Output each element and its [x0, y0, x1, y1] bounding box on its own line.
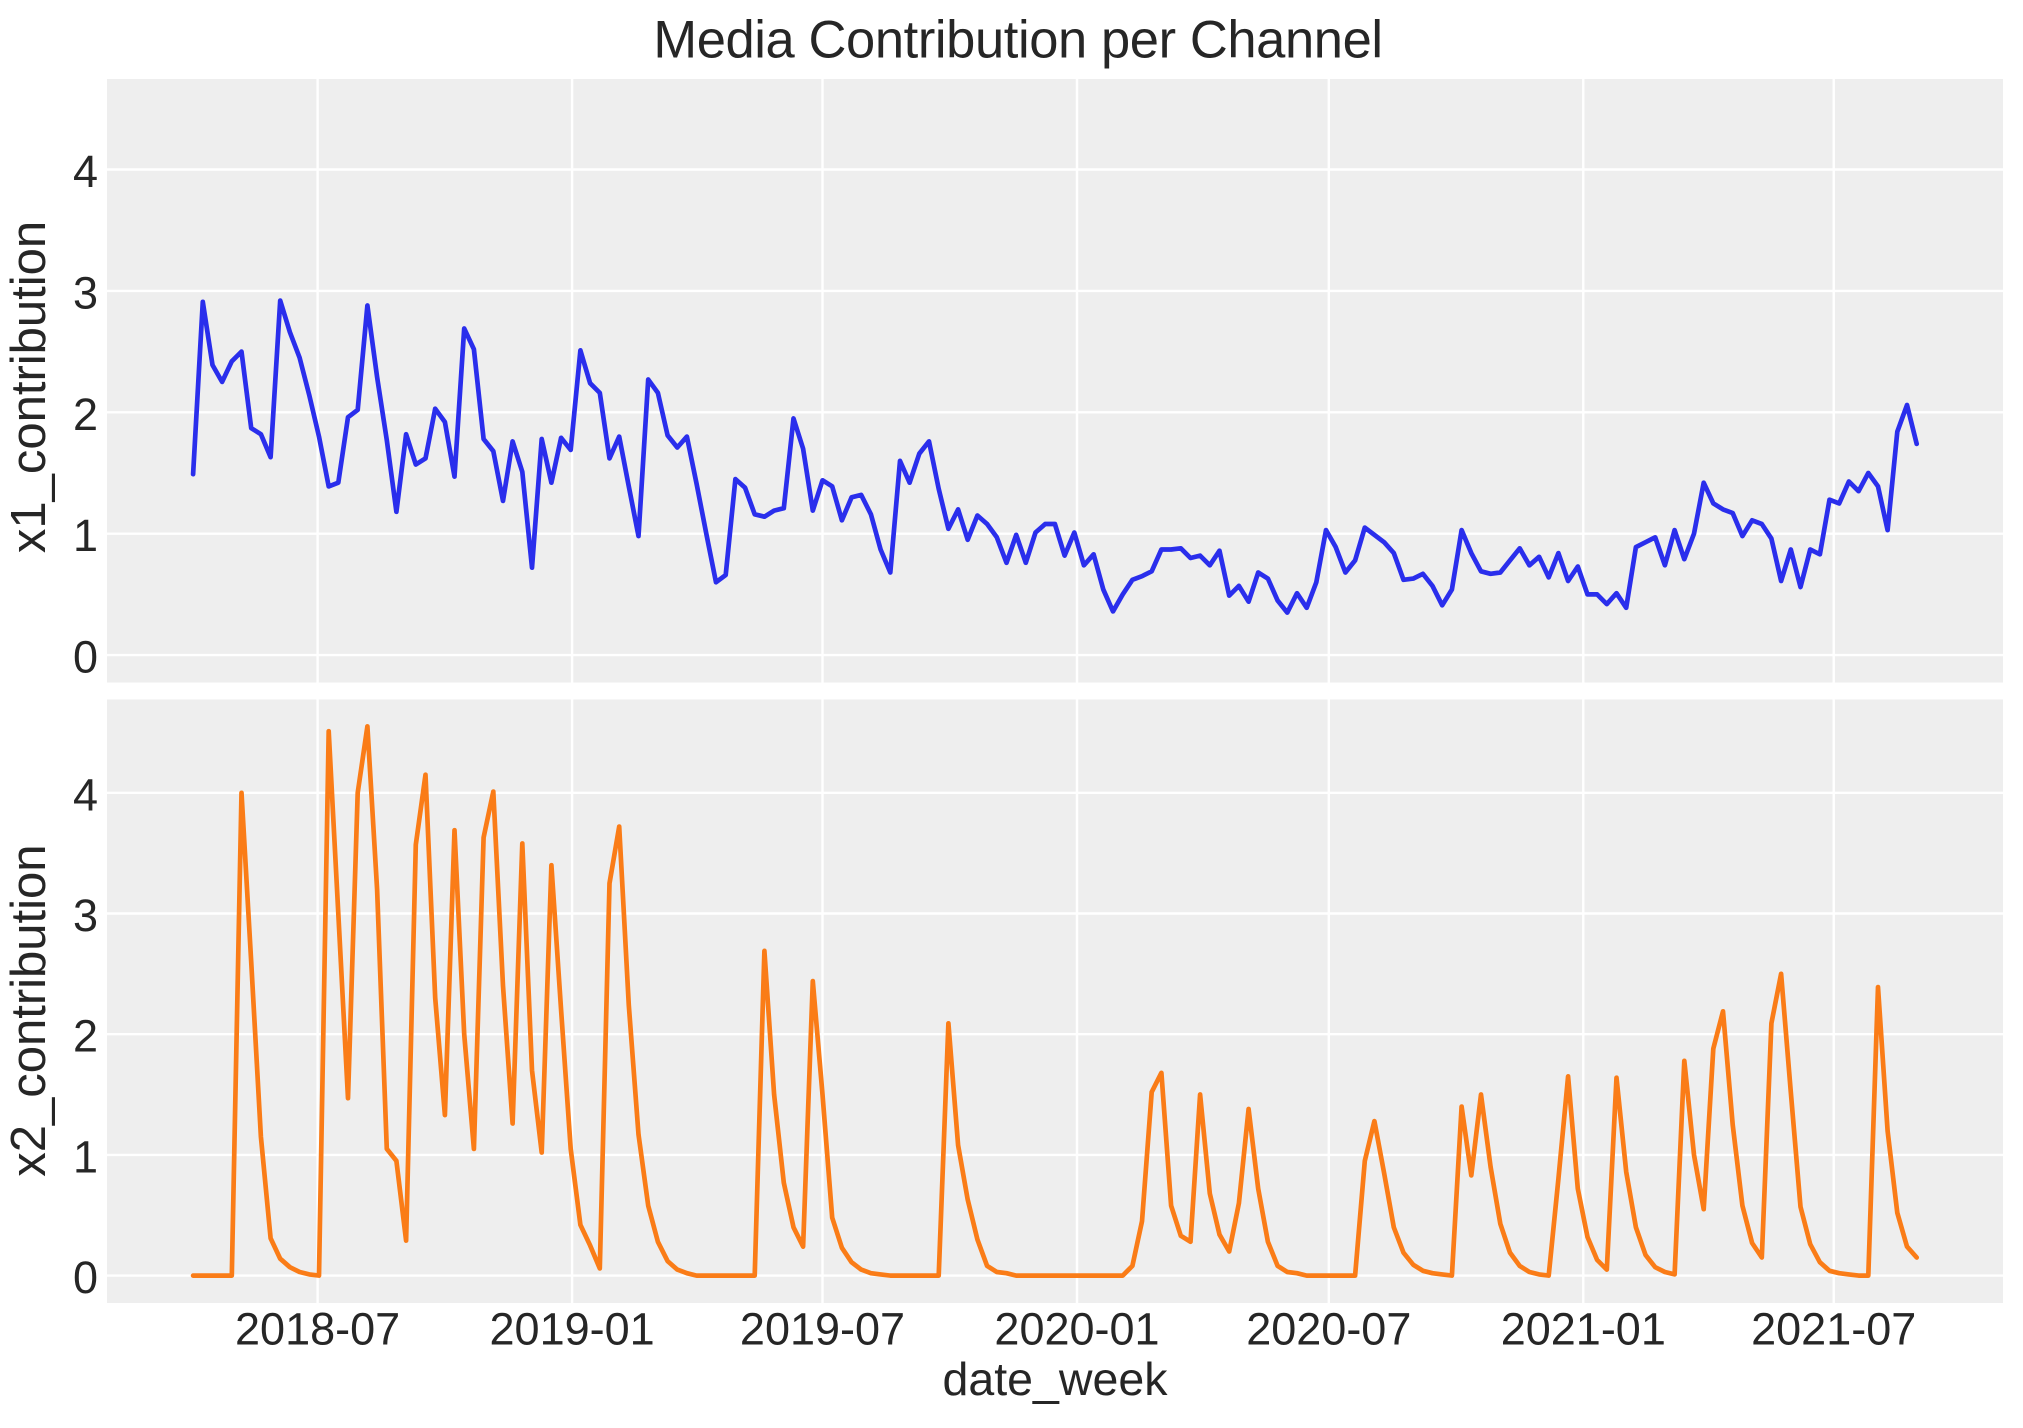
svg-text:2: 2 [73, 1011, 98, 1062]
svg-text:2019-01: 2019-01 [490, 1303, 655, 1354]
svg-text:1: 1 [73, 510, 98, 561]
svg-text:x1_contribution: x1_contribution [2, 221, 56, 553]
svg-text:2019-07: 2019-07 [740, 1303, 905, 1354]
svg-text:1: 1 [73, 1131, 98, 1182]
svg-text:2021-07: 2021-07 [1751, 1303, 1916, 1354]
svg-text:2018-07: 2018-07 [235, 1303, 400, 1354]
svg-text:0: 0 [73, 632, 98, 683]
svg-text:4: 4 [73, 146, 98, 197]
svg-text:3: 3 [73, 890, 98, 941]
svg-text:date_week: date_week [943, 1353, 1169, 1405]
svg-text:Media Contribution per Channel: Media Contribution per Channel [653, 10, 1382, 69]
svg-text:0: 0 [73, 1252, 98, 1303]
svg-text:x2_contribution: x2_contribution [2, 844, 56, 1176]
svg-text:4: 4 [73, 769, 98, 820]
svg-text:2: 2 [73, 389, 98, 440]
svg-text:2021-01: 2021-01 [1501, 1303, 1666, 1354]
svg-text:2020-07: 2020-07 [1246, 1303, 1411, 1354]
svg-text:2020-01: 2020-01 [994, 1303, 1159, 1354]
svg-text:3: 3 [73, 267, 98, 318]
